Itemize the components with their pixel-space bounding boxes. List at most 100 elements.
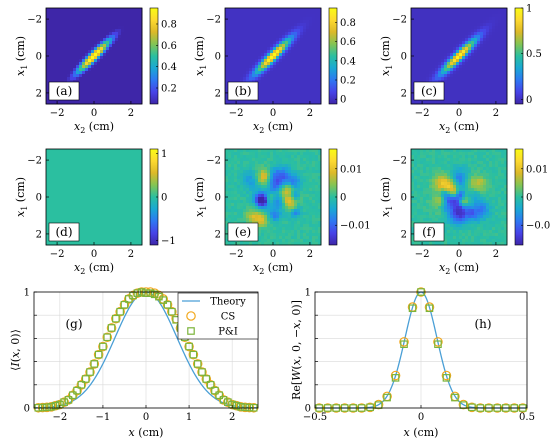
heatmap-cell bbox=[55, 200, 59, 204]
heatmap-cell bbox=[234, 8, 238, 12]
heatmap-cell bbox=[291, 155, 295, 159]
heatmap-cell bbox=[225, 62, 229, 66]
heatmap-cell bbox=[426, 47, 430, 51]
heatmap-cell bbox=[228, 218, 232, 222]
heatmap-cell bbox=[76, 50, 80, 54]
heatmap-cell bbox=[231, 80, 235, 84]
heatmap-cell bbox=[136, 62, 140, 66]
heatmap-cell bbox=[477, 20, 481, 24]
heatmap-cell bbox=[441, 53, 445, 57]
heatmap-cell bbox=[67, 158, 71, 162]
heatmap-cell bbox=[70, 56, 74, 60]
heatmap-cell bbox=[447, 17, 451, 21]
heatmap-cell bbox=[486, 92, 490, 96]
heatmap-cell bbox=[315, 188, 319, 192]
heatmap-cell bbox=[228, 41, 232, 45]
heatmap-cell bbox=[231, 188, 235, 192]
heatmap-cell bbox=[52, 59, 56, 63]
heatmap-cell bbox=[100, 212, 104, 216]
heatmap-cell bbox=[477, 98, 481, 102]
heatmap-cell bbox=[423, 17, 427, 21]
heatmap-cell bbox=[103, 188, 107, 192]
heatmap-cell bbox=[435, 47, 439, 51]
heatmap-cell bbox=[76, 59, 80, 63]
heatmap-cell bbox=[52, 185, 56, 189]
heatmap-cell bbox=[133, 14, 137, 18]
heatmap-cell bbox=[246, 56, 250, 60]
heatmap-cell bbox=[495, 41, 499, 45]
heatmap-cell bbox=[243, 194, 247, 198]
heatmap-cell bbox=[61, 29, 65, 33]
heatmap-cell bbox=[261, 29, 265, 33]
heatmap-cell bbox=[504, 62, 508, 66]
heatmap-cell bbox=[115, 68, 119, 72]
heatmap-cell bbox=[112, 170, 116, 174]
heatmap-cell bbox=[237, 59, 241, 63]
heatmap-cell bbox=[133, 233, 137, 237]
heatmap-cell bbox=[100, 47, 104, 51]
heatmap-cell bbox=[127, 212, 131, 216]
heatmap-cell bbox=[279, 182, 283, 186]
heatmap-cell bbox=[109, 161, 113, 165]
heatmap-cell bbox=[91, 101, 95, 105]
heatmap-cell bbox=[420, 23, 424, 27]
heatmap-cell bbox=[88, 98, 92, 102]
heatmap-cell bbox=[264, 23, 268, 27]
heatmap-cell bbox=[225, 161, 229, 165]
heatmap-cell bbox=[288, 14, 292, 18]
heatmap-cell bbox=[55, 23, 59, 27]
heatmap-cell bbox=[100, 14, 104, 18]
heatmap-cell bbox=[492, 80, 496, 84]
heatmap-cell bbox=[139, 89, 143, 93]
heatmap-cell bbox=[127, 14, 131, 18]
heatmap-cell bbox=[228, 44, 232, 48]
heatmap-cell bbox=[118, 188, 122, 192]
heatmap-cell bbox=[109, 206, 113, 210]
heatmap-cell bbox=[501, 62, 505, 66]
heatmap-cell bbox=[264, 80, 268, 84]
heatmap-cell bbox=[453, 101, 457, 105]
heatmap-cell bbox=[109, 185, 113, 189]
heatmap-cell bbox=[318, 8, 322, 12]
heatmap-cell bbox=[498, 89, 502, 93]
heatmap-cell bbox=[264, 206, 268, 210]
heatmap-cell bbox=[133, 59, 137, 63]
heatmap-cell bbox=[504, 44, 508, 48]
heatmap-cell bbox=[109, 170, 113, 174]
colorbar-tick-label: 0.5 bbox=[526, 49, 542, 60]
heatmap-cell bbox=[112, 173, 116, 177]
heatmap-cell bbox=[109, 74, 113, 78]
heatmap-cell bbox=[49, 62, 53, 66]
heatmap-cell bbox=[312, 11, 316, 15]
heatmap-cell bbox=[76, 203, 80, 207]
heatmap-cell bbox=[91, 215, 95, 219]
heatmap-cell bbox=[456, 71, 460, 75]
heatmap-cell bbox=[61, 50, 65, 54]
heatmap-cell bbox=[100, 83, 104, 87]
heatmap-cell bbox=[112, 35, 116, 39]
heatmap-cell bbox=[106, 206, 110, 210]
heatmap-cell bbox=[459, 50, 463, 54]
heatmap-cell bbox=[97, 161, 101, 165]
heatmap-cell bbox=[100, 65, 104, 69]
heatmap-cell bbox=[139, 218, 143, 222]
heatmap-cell bbox=[309, 80, 313, 84]
heatmap-cell bbox=[112, 44, 116, 48]
heatmap-cell bbox=[67, 209, 71, 213]
heatmap-cell bbox=[294, 221, 298, 225]
heatmap-cell bbox=[294, 65, 298, 69]
heatmap-cell bbox=[64, 185, 68, 189]
heatmap-cell bbox=[237, 11, 241, 15]
heatmap-cell bbox=[255, 59, 259, 63]
heatmap-cell bbox=[291, 89, 295, 93]
heatmap-cell bbox=[462, 14, 466, 18]
heatmap-cell bbox=[306, 77, 310, 81]
heatmap-cell bbox=[82, 59, 86, 63]
heatmap-cell bbox=[261, 71, 265, 75]
heatmap-cell bbox=[303, 173, 307, 177]
heatmap-cell bbox=[312, 152, 316, 156]
heatmap-cell bbox=[121, 182, 125, 186]
heatmap-cell bbox=[49, 185, 53, 189]
heatmap-cell bbox=[471, 41, 475, 45]
heatmap-cell bbox=[139, 62, 143, 66]
